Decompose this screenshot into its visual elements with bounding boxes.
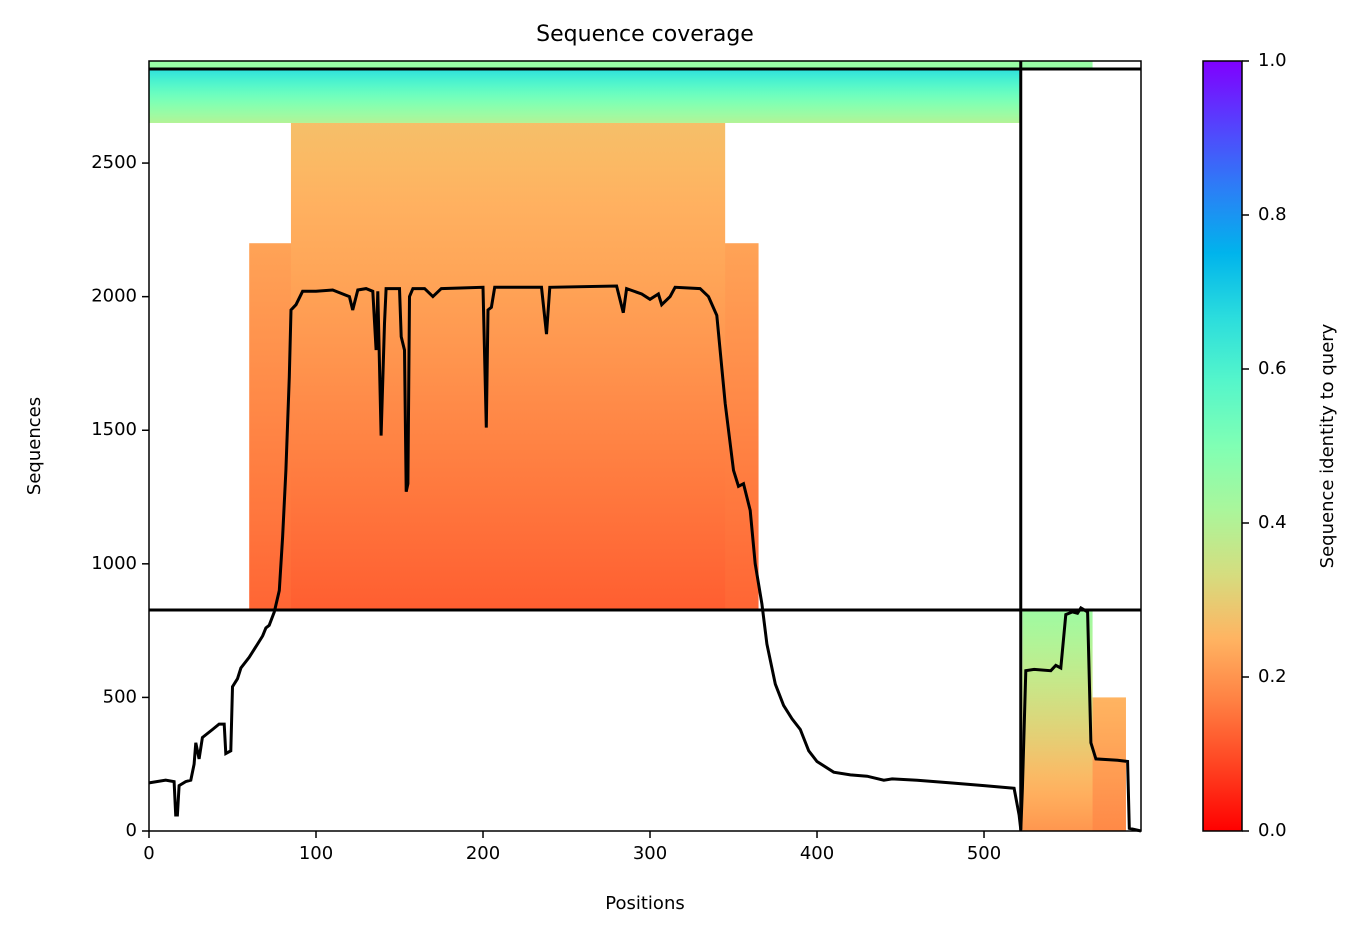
coverage-block [149, 61, 1093, 70]
y-tick-label: 1000 [91, 553, 137, 574]
chart-title: Sequence coverage [536, 22, 754, 47]
x-tick-label: 300 [633, 843, 667, 864]
colorbar-tick-label: 0.8 [1258, 204, 1287, 225]
coverage-block [290, 122, 726, 610]
y-tick-label: 500 [103, 686, 137, 707]
x-tick-label: 400 [800, 843, 834, 864]
y-tick-label: 0 [126, 820, 137, 841]
coverage-block [1022, 609, 1093, 831]
coverage-line [148, 284, 1142, 833]
x-axis-label: Positions [605, 893, 684, 914]
y-tick-label: 1500 [91, 419, 137, 440]
colorbar-tick-label: 1.0 [1258, 50, 1287, 71]
colorbar-tick-label: 0.6 [1258, 358, 1287, 379]
x-tick-label: 500 [967, 843, 1001, 864]
x-tick-label: 0 [143, 843, 154, 864]
colorbar [1202, 60, 1243, 832]
y-tick-label: 2000 [91, 286, 137, 307]
x-tick-label: 100 [299, 843, 333, 864]
plot-frame [148, 60, 1142, 832]
colorbar-tick-label: 0.4 [1258, 512, 1287, 533]
y-axis-label: Sequences [24, 397, 45, 495]
colorbar-tick-label: 0.2 [1258, 666, 1287, 687]
colorbar-label: Sequence identity to query [1317, 323, 1338, 568]
y-tick-label: 2500 [91, 152, 137, 173]
x-tick-label: 200 [466, 843, 500, 864]
coverage-block [149, 69, 1021, 123]
colorbar-tick-label: 0.0 [1258, 820, 1287, 841]
